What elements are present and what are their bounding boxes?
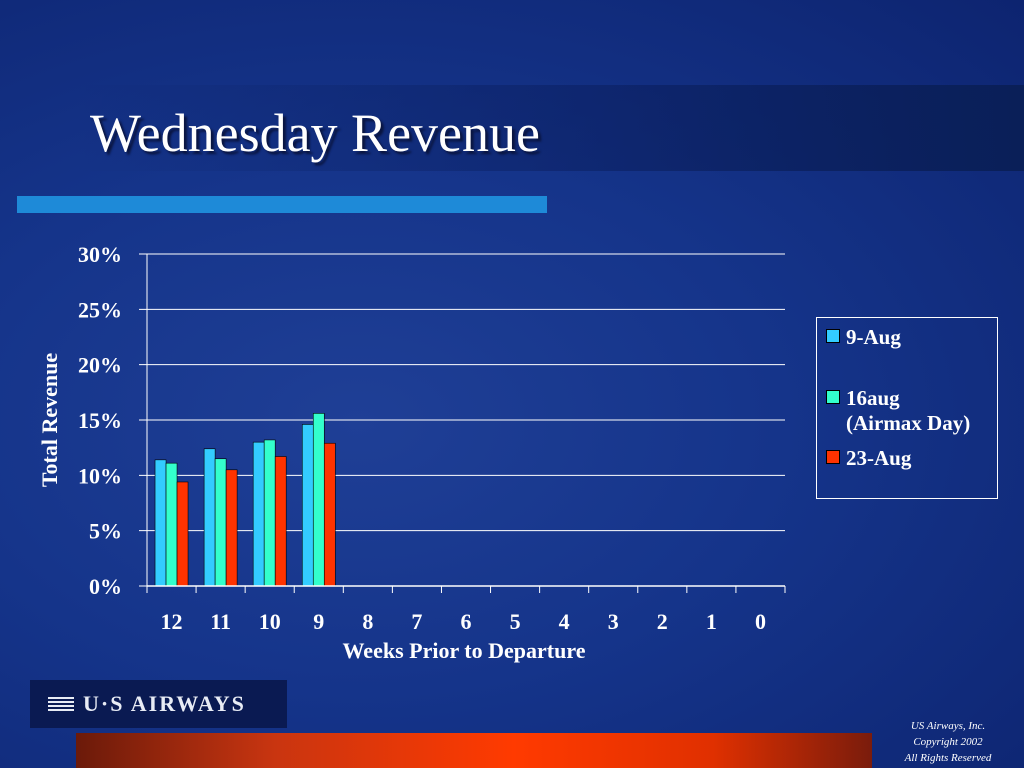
bar-16aug-11 — [214, 458, 227, 587]
slide-title: Wednesday Revenue — [90, 103, 540, 163]
legend-swatch-16aug — [826, 390, 840, 404]
bar-9-aug-10 — [252, 441, 265, 587]
x-tick-label: 3 — [608, 609, 619, 634]
x-tick-label: 8 — [362, 609, 373, 634]
x-tick-label: 2 — [657, 609, 668, 634]
copyright-line-company: US Airways, Inc. — [910, 720, 986, 732]
legend-swatch-23-aug — [826, 450, 840, 464]
copyright-notice: US Airways, Inc. Copyright 2002 All Righ… — [886, 718, 1010, 766]
bar-9-aug-9 — [301, 424, 314, 587]
bar-16aug-10 — [263, 439, 276, 587]
legend-item-23-aug: 23-Aug — [826, 446, 911, 471]
bar-16aug-12 — [165, 462, 178, 587]
logo-text: U·S AIRWAYS — [83, 691, 246, 716]
y-tick-label: 20% — [78, 353, 122, 378]
bar-9-aug-12 — [154, 459, 167, 587]
bar-23-aug-11 — [225, 469, 238, 587]
x-tick-label: 12 — [161, 609, 183, 634]
x-tick-label: 10 — [259, 609, 281, 634]
legend-label-9-aug: 9-Aug — [846, 325, 901, 349]
x-tick-label: 4 — [559, 609, 570, 634]
x-tick-label: 1 — [706, 609, 717, 634]
bottom-accent-bar — [76, 733, 872, 768]
chart-legend: 9-Aug 16aug (Airmax Day) 23-Aug — [816, 317, 998, 499]
y-tick-label: 25% — [78, 297, 122, 322]
bar-23-aug-10 — [274, 456, 287, 587]
bar-16aug-9 — [312, 413, 325, 587]
y-tick-label: 30% — [78, 242, 122, 267]
y-axis-label: Total Revenue — [37, 352, 62, 488]
flag-icon — [48, 697, 74, 711]
x-tick-label: 6 — [461, 609, 472, 634]
x-axis-label: Weeks Prior to Departure — [342, 638, 586, 663]
copyright-line-year: Copyright 2002 — [913, 736, 983, 748]
bar-23-aug-9 — [323, 442, 336, 587]
x-tick-label: 11 — [210, 609, 231, 634]
x-tick-label: 5 — [510, 609, 521, 634]
bar-23-aug-12 — [176, 481, 189, 587]
y-tick-label: 10% — [78, 463, 122, 488]
legend-label-23-aug: 23-Aug — [846, 446, 912, 470]
legend-item-16aug: 16aug (Airmax Day) — [826, 386, 970, 436]
x-tick-label: 0 — [755, 609, 766, 634]
legend-swatch-9-aug — [826, 329, 840, 343]
x-tick-label: 7 — [411, 609, 422, 634]
y-tick-label: 5% — [89, 519, 122, 544]
copyright-line-rights: All Rights Reserved — [904, 752, 992, 764]
legend-label-16aug-line1: 16aug — [846, 386, 900, 410]
legend-label-16aug-line2: (Airmax Day) — [846, 411, 971, 435]
us-airways-logo: U·S AIRWAYS — [30, 680, 287, 728]
title-band — [75, 85, 1024, 171]
x-tick-label: 9 — [313, 609, 324, 634]
y-tick-label: 0% — [89, 574, 122, 599]
title-accent-bar — [17, 196, 547, 213]
y-tick-label: 15% — [78, 408, 122, 433]
bar-9-aug-11 — [203, 448, 216, 587]
legend-item-9-aug: 9-Aug — [826, 325, 901, 350]
